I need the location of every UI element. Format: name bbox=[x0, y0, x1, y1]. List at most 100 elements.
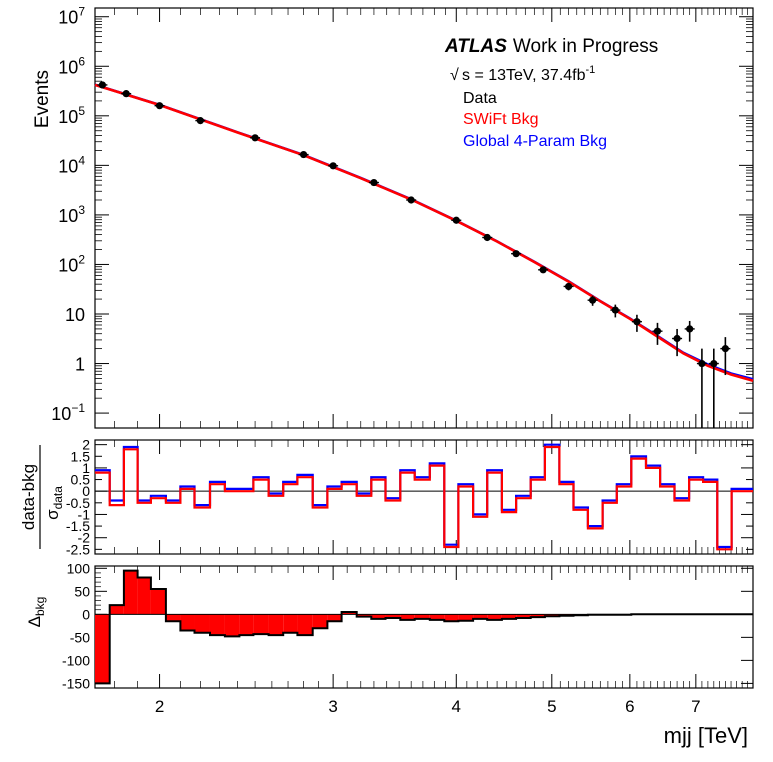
delta-ylabel: Δbkg bbox=[25, 597, 47, 628]
ratio-ytick-label: -0.5 bbox=[66, 495, 90, 511]
ratio-ylabel-sigma: σ bbox=[43, 509, 62, 520]
delta-bar bbox=[327, 614, 342, 622]
data-point bbox=[653, 327, 662, 335]
ratio-panel-frame bbox=[94, 439, 754, 555]
delta-bar bbox=[530, 614, 545, 618]
data-point bbox=[686, 325, 694, 333]
data-point bbox=[611, 306, 619, 314]
legend-global: Global 4-Param Bkg bbox=[463, 133, 607, 150]
ratio-ylabel-sub: data bbox=[51, 486, 65, 510]
delta-ytick-label: 0 bbox=[82, 606, 90, 622]
delta-xtick-label: 4 bbox=[452, 697, 461, 716]
data-point bbox=[370, 178, 378, 187]
delta-outline bbox=[95, 569, 753, 685]
main-ytick-base: 10 bbox=[58, 156, 78, 176]
delta-bar bbox=[224, 614, 240, 637]
ratio-ytick-label: -2 bbox=[78, 530, 91, 546]
legend-swift: SWiFt Bkg bbox=[463, 111, 539, 128]
delta-bar bbox=[501, 614, 517, 619]
ratio-ylabel: data-bkg σdata bbox=[19, 445, 65, 549]
delta-bar bbox=[180, 614, 195, 631]
main-ytick-base: 10 bbox=[58, 206, 78, 226]
data-point bbox=[710, 359, 718, 368]
delta-plot: 100 50 0 -50 -100 -150 2 3 4 5 6 7 bbox=[62, 560, 753, 716]
data-point bbox=[698, 359, 706, 368]
main-panel-frame bbox=[94, 7, 754, 429]
main-ylabel: Events bbox=[32, 70, 53, 128]
delta-ytick-label: -50 bbox=[70, 629, 90, 645]
legend-brand: ATLAS bbox=[444, 36, 507, 57]
xlabel: mjj [TeV] bbox=[664, 723, 748, 748]
data-point bbox=[251, 134, 259, 142]
ratio-plot: 21.510.50-0.5-1-1.5-2-2.5 bbox=[66, 437, 753, 557]
main-ytick-base: 10 bbox=[58, 8, 78, 28]
data-point bbox=[329, 162, 337, 170]
delta-bar bbox=[312, 614, 328, 629]
legend-lumi-exp: -1 bbox=[586, 64, 596, 76]
data-point bbox=[196, 117, 204, 125]
delta-bar bbox=[165, 614, 181, 622]
delta-bar bbox=[341, 612, 357, 615]
delta-ytick-label: 100 bbox=[67, 560, 91, 576]
delta-ylabel-sub: bkg bbox=[33, 597, 47, 616]
delta-xtick-label: 5 bbox=[547, 697, 556, 716]
delta-bar bbox=[95, 614, 110, 684]
main-ytick-exp: 6 bbox=[78, 54, 85, 68]
main-ytick-label: 102 bbox=[58, 252, 85, 275]
main-ytick-exp: 5 bbox=[78, 104, 85, 118]
delta-xtick-label: 6 bbox=[625, 697, 634, 716]
delta-bar bbox=[458, 614, 474, 621]
swift-bkg-line bbox=[94, 83, 754, 382]
delta-bar bbox=[109, 605, 124, 615]
delta-bar bbox=[137, 577, 151, 615]
delta-ytick-label: -100 bbox=[62, 652, 90, 668]
main-ytick-label: 10−1 bbox=[51, 401, 85, 424]
ratio-ytick-label: 0.5 bbox=[71, 472, 91, 488]
delta-bar bbox=[385, 614, 401, 619]
data-point bbox=[98, 81, 107, 89]
delta-bar bbox=[194, 614, 210, 633]
main-ytick-exp: 2 bbox=[78, 252, 85, 266]
delta-ytick-label: 50 bbox=[74, 583, 90, 599]
ratio-ylabel-denom: σdata bbox=[43, 486, 65, 520]
data-point bbox=[122, 90, 130, 98]
delta-bar bbox=[516, 614, 531, 619]
delta-bar bbox=[150, 589, 166, 615]
legend: ATLAS Work in Progress √ s = 13TeV, 37.4f… bbox=[444, 36, 658, 150]
main-ytick-label: 106 bbox=[58, 54, 85, 77]
ratio-ylabel-num: data-bkg bbox=[19, 464, 38, 530]
data-point bbox=[452, 216, 460, 224]
data-point bbox=[633, 318, 641, 326]
delta-bar bbox=[400, 614, 415, 620]
delta-xtick-label: 3 bbox=[328, 697, 337, 716]
main-ytick-label: 104 bbox=[58, 153, 85, 176]
delta-xtick-label: 2 bbox=[155, 697, 164, 716]
data-point bbox=[483, 233, 491, 242]
legend-title: ATLAS Work in Progress bbox=[444, 36, 658, 57]
main-ytick-label-plain: 10 bbox=[65, 305, 85, 325]
legend-energy-text: s = 13TeV, 37.4fb-1 bbox=[462, 64, 595, 84]
main-ytick-label: 107 bbox=[58, 5, 85, 28]
data-point bbox=[512, 250, 520, 258]
main-ytick-base: 10 bbox=[58, 255, 78, 275]
ratio-ytick-label: -2.5 bbox=[66, 541, 90, 557]
delta-bar bbox=[414, 614, 430, 619]
ratio-ytick-label: 0 bbox=[82, 483, 90, 499]
delta-bar bbox=[487, 614, 502, 620]
data-point bbox=[299, 150, 308, 159]
delta-xtick-label: 7 bbox=[691, 697, 700, 716]
data-point bbox=[407, 196, 415, 204]
main-ytick-base: 10 bbox=[58, 107, 78, 127]
main-ytick-exp: −1 bbox=[71, 401, 85, 415]
data-point bbox=[721, 345, 729, 353]
delta-bar bbox=[268, 614, 284, 636]
data-point bbox=[564, 282, 573, 291]
ratio-ytick-label: -1 bbox=[78, 506, 91, 522]
ratio-ytick-label: 1.5 bbox=[71, 448, 91, 464]
main-ytick-label-plain: 1 bbox=[75, 355, 85, 375]
delta-bar bbox=[123, 570, 138, 615]
delta-bar bbox=[356, 614, 372, 617]
legend-status: Work in Progress bbox=[513, 36, 658, 57]
